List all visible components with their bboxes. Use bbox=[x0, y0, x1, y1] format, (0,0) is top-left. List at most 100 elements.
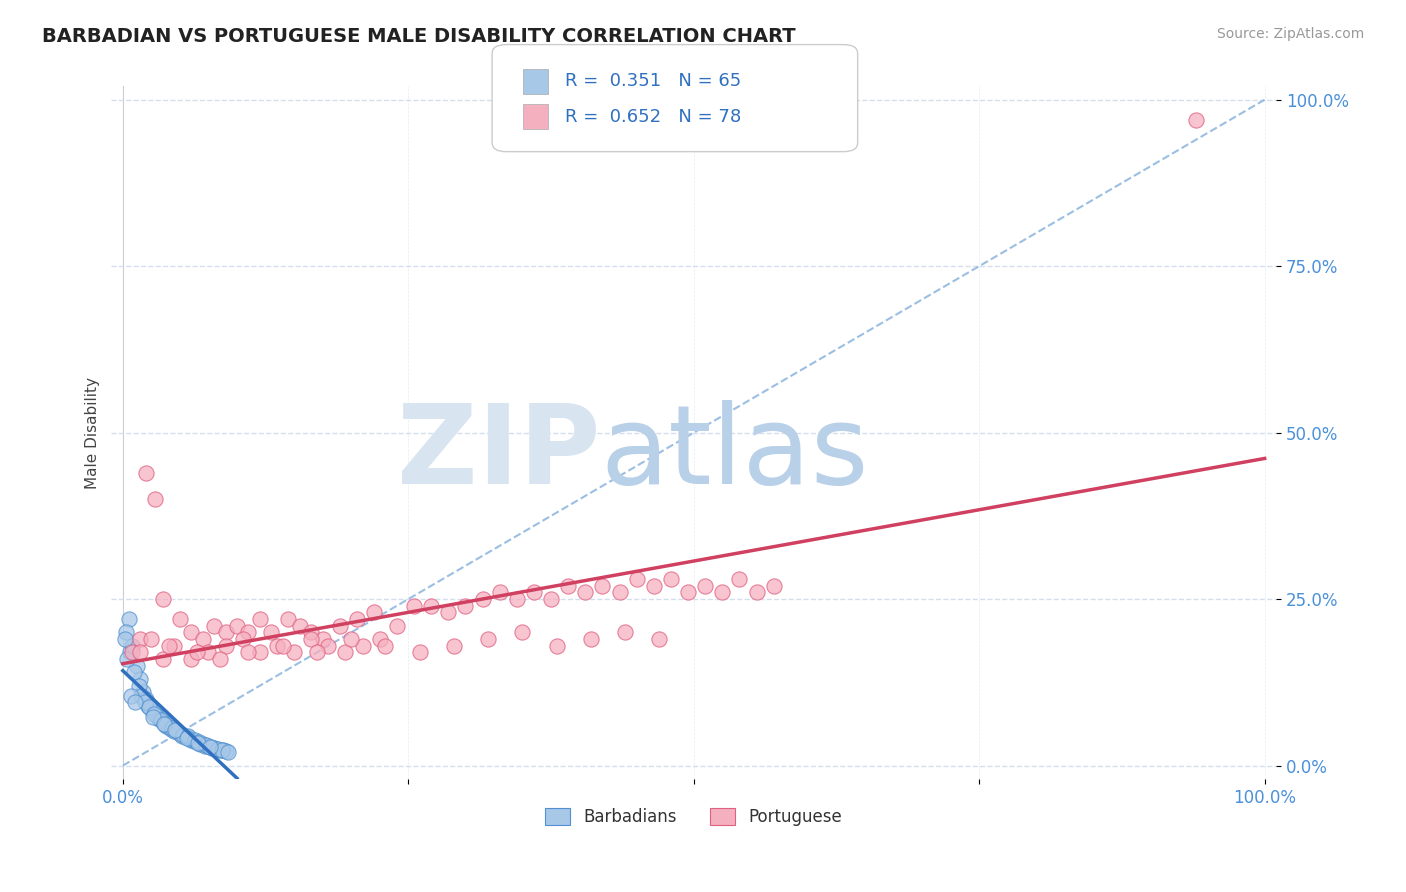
Point bbox=[166, 725, 188, 739]
Legend: Barbadians, Portuguese: Barbadians, Portuguese bbox=[538, 801, 849, 833]
Text: Source: ZipAtlas.com: Source: ZipAtlas.com bbox=[1216, 27, 1364, 41]
Point bbox=[172, 729, 194, 743]
Point bbox=[506, 592, 529, 607]
Point bbox=[153, 717, 176, 731]
Point bbox=[132, 685, 155, 699]
Point bbox=[212, 743, 235, 757]
Text: BARBADIAN VS PORTUGUESE MALE DISABILITY CORRELATION CHART: BARBADIAN VS PORTUGUESE MALE DISABILITY … bbox=[42, 27, 796, 45]
Point bbox=[1185, 112, 1208, 127]
Point bbox=[288, 619, 311, 633]
Point bbox=[117, 652, 139, 666]
Point bbox=[574, 585, 596, 599]
Point bbox=[385, 619, 408, 633]
Point bbox=[226, 619, 249, 633]
Point bbox=[165, 723, 187, 737]
Point bbox=[711, 585, 734, 599]
Y-axis label: Male Disability: Male Disability bbox=[86, 376, 100, 489]
Point bbox=[122, 665, 145, 680]
Point bbox=[420, 599, 443, 613]
Point bbox=[512, 625, 534, 640]
Point bbox=[546, 639, 568, 653]
Point bbox=[409, 645, 432, 659]
Point bbox=[283, 645, 305, 659]
Point bbox=[346, 612, 368, 626]
Point bbox=[117, 612, 139, 626]
Point bbox=[141, 632, 163, 646]
Point bbox=[260, 625, 283, 640]
Point bbox=[115, 625, 138, 640]
Point bbox=[238, 625, 260, 640]
Point bbox=[202, 619, 225, 633]
Point bbox=[186, 735, 208, 749]
Point bbox=[191, 632, 214, 646]
Point bbox=[152, 652, 174, 666]
Point bbox=[118, 645, 141, 659]
Point bbox=[135, 692, 157, 706]
Point bbox=[157, 639, 180, 653]
Point bbox=[121, 645, 143, 659]
Point bbox=[614, 625, 637, 640]
Point bbox=[352, 639, 374, 653]
Point bbox=[540, 592, 562, 607]
Point bbox=[299, 625, 322, 640]
Point bbox=[138, 700, 160, 714]
Point bbox=[180, 652, 202, 666]
Point bbox=[120, 689, 142, 703]
Point bbox=[183, 734, 205, 748]
Point bbox=[176, 731, 198, 745]
Point bbox=[152, 715, 174, 730]
Point bbox=[217, 745, 239, 759]
Point bbox=[129, 632, 152, 646]
Point bbox=[437, 606, 460, 620]
Point bbox=[676, 585, 699, 599]
Point bbox=[762, 579, 785, 593]
Point bbox=[141, 702, 163, 716]
Point bbox=[136, 698, 159, 713]
Point bbox=[329, 619, 352, 633]
Point bbox=[208, 742, 231, 756]
Point bbox=[557, 579, 579, 593]
Point bbox=[174, 730, 197, 744]
Point bbox=[152, 592, 174, 607]
Point bbox=[180, 625, 202, 640]
Point bbox=[728, 572, 751, 586]
Point bbox=[169, 612, 191, 626]
Text: ZIP: ZIP bbox=[398, 400, 600, 507]
Point bbox=[157, 720, 180, 734]
Point bbox=[477, 632, 499, 646]
Point bbox=[609, 585, 631, 599]
Point bbox=[214, 639, 236, 653]
Point bbox=[214, 625, 236, 640]
Point bbox=[454, 599, 477, 613]
Point bbox=[125, 658, 148, 673]
Point bbox=[172, 728, 194, 742]
Point bbox=[205, 742, 228, 756]
Point bbox=[169, 726, 191, 740]
Point bbox=[249, 612, 271, 626]
Point bbox=[198, 739, 221, 754]
Point bbox=[197, 739, 219, 754]
Point bbox=[149, 714, 172, 728]
Point bbox=[146, 708, 169, 723]
Point bbox=[311, 632, 333, 646]
Point bbox=[202, 741, 225, 756]
Point bbox=[166, 723, 188, 738]
Point bbox=[523, 585, 546, 599]
Point bbox=[142, 706, 165, 721]
Point bbox=[129, 689, 152, 703]
Point bbox=[335, 645, 357, 659]
Point bbox=[402, 599, 425, 613]
Point bbox=[114, 632, 136, 646]
Point bbox=[318, 639, 340, 653]
Point bbox=[128, 679, 150, 693]
Point bbox=[155, 719, 177, 733]
Point bbox=[659, 572, 682, 586]
Point bbox=[208, 652, 231, 666]
Point bbox=[591, 579, 613, 593]
Point bbox=[197, 645, 219, 659]
Text: atlas: atlas bbox=[600, 400, 869, 507]
Point bbox=[238, 645, 260, 659]
Point bbox=[148, 712, 170, 726]
Point bbox=[305, 645, 328, 659]
Point bbox=[207, 742, 229, 756]
